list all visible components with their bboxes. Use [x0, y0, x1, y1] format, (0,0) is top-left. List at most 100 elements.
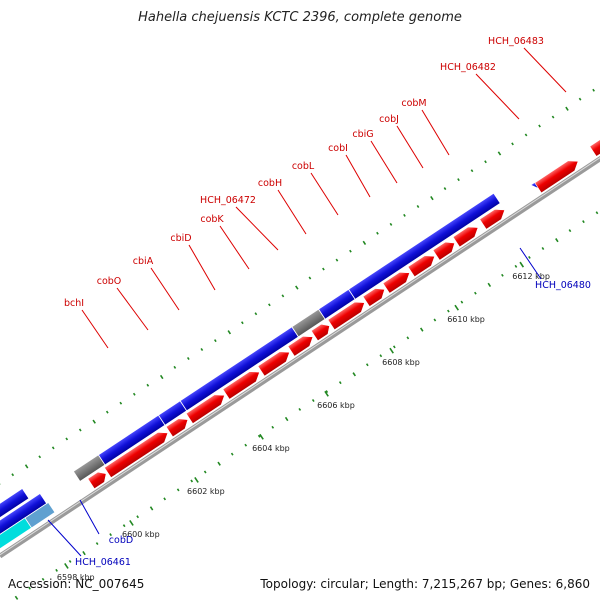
reverse-strand-genes: [0, 169, 557, 558]
forward-gene-arrow[interactable]: [165, 415, 191, 438]
tick-dot: [244, 443, 248, 447]
gene-label[interactable]: HCH_06483: [488, 36, 544, 47]
tick-dot: [338, 381, 342, 385]
gene-block-HCH-06461[interactable]: [0, 487, 30, 526]
tick-dot: [406, 336, 410, 340]
forward-gene-arrow[interactable]: [222, 367, 263, 400]
tick-dot: [0, 482, 1, 486]
tick-dot: [78, 428, 82, 432]
tick-dot: [254, 312, 258, 316]
tick-dot: [474, 291, 477, 295]
scale-tick: [454, 304, 459, 311]
label-leader: [47, 519, 82, 557]
tick-dot: [551, 115, 555, 119]
tick-dot: [241, 321, 244, 325]
forward-gene-arrow[interactable]: [327, 298, 368, 331]
label-leader: [219, 225, 250, 270]
tick-dot: [24, 464, 29, 469]
tick-dot: [524, 133, 528, 137]
tick-dot: [41, 577, 45, 581]
gene-label[interactable]: cobH: [258, 178, 282, 189]
tick-dot: [217, 461, 221, 466]
tick-dot: [460, 300, 464, 304]
tick-dot: [11, 473, 15, 477]
label-leader: [150, 267, 180, 311]
tick-dot: [325, 390, 329, 394]
scale-tick: [519, 261, 525, 268]
tick-dot: [295, 285, 299, 290]
tick-dot: [595, 211, 599, 215]
gene-block-light-blue[interactable]: [24, 501, 56, 529]
tick-dot: [403, 213, 406, 217]
gene-label[interactable]: HCH_06482: [440, 62, 496, 73]
scale-label: 6606 kbp: [317, 401, 355, 410]
gene-label[interactable]: cobD: [109, 535, 133, 546]
label-leader: [188, 244, 216, 291]
tick-dot: [257, 434, 261, 438]
map-title: Hahella chejuensis KCTC 2396, complete g…: [138, 10, 462, 25]
forward-gene-arrow[interactable]: [104, 428, 171, 479]
gene-label[interactable]: bchI: [64, 298, 84, 309]
tick-dot: [65, 437, 69, 441]
tick-dot: [271, 425, 275, 429]
tick-dot: [443, 187, 447, 191]
tick-dot: [51, 446, 55, 450]
tick-dot: [389, 222, 393, 226]
gene-label[interactable]: cbiG: [352, 129, 373, 140]
tick-dot: [186, 356, 190, 360]
scale-label: 6602 kbp: [187, 487, 225, 496]
forward-gene-arrow[interactable]: [452, 223, 481, 248]
scale-label: 6612 kbp: [512, 272, 550, 281]
tick-dot: [497, 151, 502, 156]
gene-label[interactable]: cbiA: [133, 256, 154, 267]
forward-gene-arrow[interactable]: [382, 268, 413, 294]
gene-label[interactable]: cobJ: [379, 114, 399, 125]
tick-dot: [365, 363, 369, 367]
forward-gene-arrow[interactable]: [589, 130, 600, 157]
forward-gene-arrow[interactable]: [310, 321, 333, 342]
tick-dot: [419, 327, 424, 332]
gene-label[interactable]: HCH_06480: [535, 280, 591, 291]
gene-label[interactable]: cobO: [97, 276, 122, 287]
tick-dot: [555, 238, 559, 243]
forward-gene-arrow[interactable]: [87, 469, 110, 490]
forward-gene-arrow[interactable]: [185, 390, 228, 424]
tick-dot: [578, 97, 582, 101]
tick-dot: [105, 410, 109, 414]
tick-dot: [392, 345, 396, 349]
forward-gene-arrow[interactable]: [362, 284, 388, 307]
genome-backbone: [0, 123, 600, 559]
tick-dot: [268, 303, 271, 307]
forward-gene-arrow[interactable]: [257, 347, 293, 377]
tick-dot: [159, 374, 164, 380]
gene-label[interactable]: cbiD: [170, 233, 191, 244]
label-leader: [81, 309, 109, 349]
scale-tick: [259, 433, 264, 440]
label-leader: [370, 140, 398, 184]
tick-dot: [568, 229, 572, 233]
tick-dot: [349, 249, 352, 253]
tick-dot: [308, 276, 312, 280]
forward-gene-arrow[interactable]: [534, 156, 582, 194]
forward-strand-genes: [87, 130, 600, 490]
tick-dot: [28, 586, 31, 590]
gene-label[interactable]: HCH_06461: [75, 557, 131, 568]
forward-gene-arrow[interactable]: [407, 251, 438, 278]
gene-label[interactable]: HCH_06472: [200, 195, 256, 206]
tick-dot: [528, 255, 531, 259]
tick-dot: [457, 178, 460, 182]
forward-gene-arrow[interactable]: [287, 332, 316, 357]
gene-block-long-rev[interactable]: [348, 192, 501, 300]
tick-dot: [284, 416, 289, 422]
forward-gene-arrow[interactable]: [479, 205, 508, 230]
gene-label[interactable]: cobI: [328, 143, 348, 154]
tick-dot: [487, 282, 492, 287]
gene-label[interactable]: cobK: [200, 214, 224, 225]
gene-label[interactable]: cobM: [401, 98, 426, 109]
gene-label[interactable]: cobL: [292, 161, 315, 172]
forward-gene-arrow[interactable]: [432, 238, 458, 261]
tick-dot: [311, 399, 315, 402]
accession-text: Accession: NC_007645: [8, 577, 145, 591]
tick-dot: [484, 160, 487, 164]
